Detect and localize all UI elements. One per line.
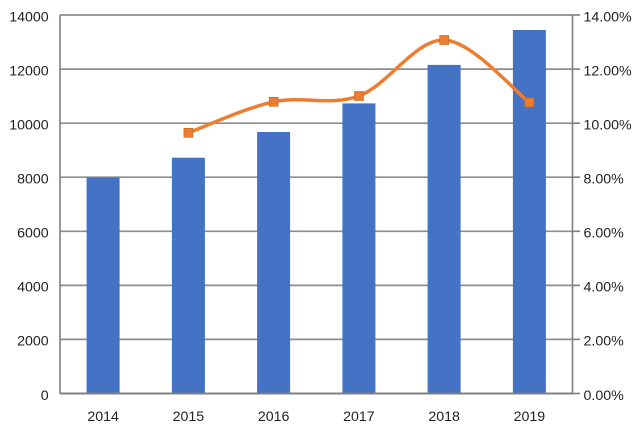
svg-text:2014: 2014	[87, 409, 119, 425]
svg-text:0.00%: 0.00%	[584, 388, 625, 404]
svg-text:2015: 2015	[173, 409, 205, 425]
svg-text:0: 0	[41, 388, 49, 404]
svg-text:6000: 6000	[17, 226, 49, 242]
svg-text:12000: 12000	[9, 63, 49, 79]
svg-text:2.00%: 2.00%	[584, 334, 625, 350]
svg-text:8000: 8000	[17, 172, 49, 188]
svg-text:2018: 2018	[428, 409, 460, 425]
svg-text:10000: 10000	[9, 118, 49, 134]
svg-text:10.00%: 10.00%	[584, 118, 633, 134]
svg-text:4.00%: 4.00%	[584, 280, 625, 296]
svg-text:8.00%: 8.00%	[584, 172, 625, 188]
svg-text:2017: 2017	[343, 409, 375, 425]
svg-text:12.00%: 12.00%	[584, 63, 633, 79]
svg-text:6.00%: 6.00%	[584, 226, 625, 242]
svg-text:14000: 14000	[9, 9, 49, 25]
svg-text:14.00%: 14.00%	[584, 9, 633, 25]
svg-text:2016: 2016	[258, 409, 290, 425]
svg-text:4000: 4000	[17, 280, 49, 296]
svg-text:2000: 2000	[17, 334, 49, 350]
svg-text:2019: 2019	[514, 409, 546, 425]
